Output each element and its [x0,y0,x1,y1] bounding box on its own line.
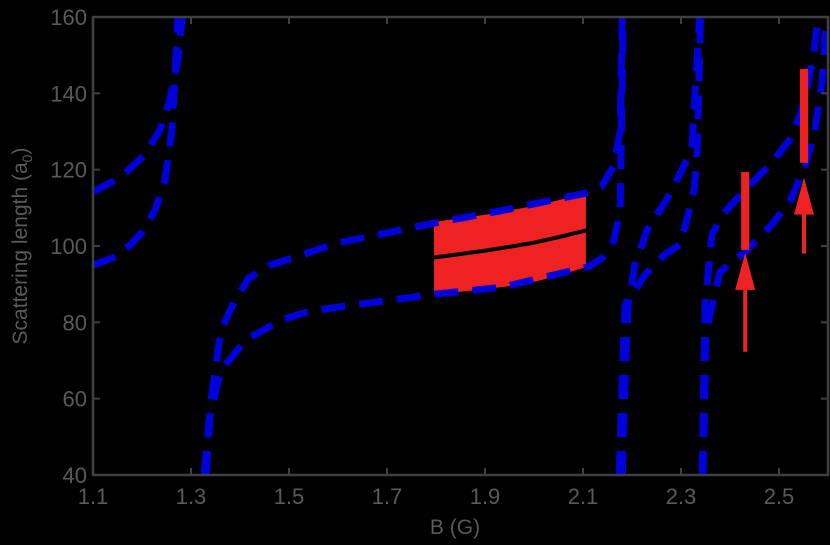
x-tick-label: 1.7 [372,484,403,509]
bound-curve-3 [200,17,627,475]
x-axis-ticks: 1.1 1.3 1.5 1.7 1.9 2.1 2.3 2.5 [78,17,795,509]
y-axis-label-suffix: ) [9,148,32,155]
y-tick-label: 40 [63,463,87,488]
arrow-up-icon [793,177,814,215]
y-axis-label-main: Scattering length (a [9,162,32,344]
x-tick-label: 1.3 [176,484,207,509]
y-tick-label: 80 [63,310,87,335]
curves [93,17,828,475]
y-tick-label: 160 [50,5,87,30]
x-tick-label: 1.1 [78,484,109,509]
bound-curve-7 [699,17,828,475]
x-tick-label: 2.5 [764,484,795,509]
x-tick-label: 1.9 [470,484,501,509]
y-axis-ticks: 40 60 80 100 120 140 160 [50,5,828,488]
y-tick-label: 60 [63,387,87,412]
y-axis-label-subscript: 0 [19,154,35,162]
arrow-up-icon [735,252,756,290]
x-axis-label: B (G) [430,516,480,539]
central-value-line [433,228,587,260]
x-tick-label: 1.5 [274,484,305,509]
bound-curve-6 [698,17,822,475]
x-tick-label: 2.1 [568,484,599,509]
bound-curve-5 [615,17,705,475]
markers [735,68,814,352]
y-axis-label: Scattering length (a0) [9,148,35,345]
y-tick-label: 120 [50,158,87,183]
y-tick-label: 100 [50,234,87,259]
x-tick-label: 2.3 [666,484,697,509]
y-tick-label: 140 [50,81,87,106]
bound-curve-2 [202,17,626,475]
